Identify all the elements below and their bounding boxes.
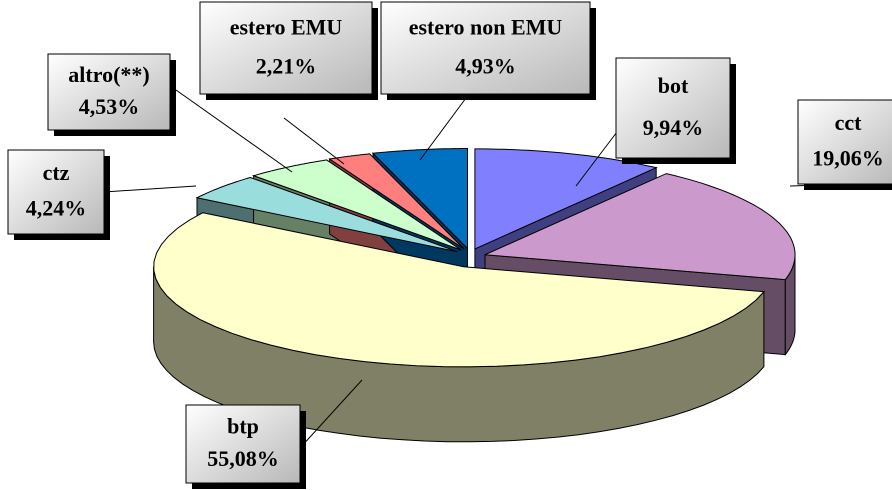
label-value: 4,24%	[26, 196, 87, 221]
label-box	[7, 149, 105, 235]
label-value: 55,08%	[207, 446, 279, 471]
label-name: cct	[835, 110, 863, 135]
label-name: estero EMU	[230, 15, 343, 40]
label-value: 9,94%	[643, 115, 704, 140]
label-name: estero non EMU	[409, 15, 563, 40]
label-value: 4,93%	[455, 53, 516, 78]
leader-line	[419, 97, 467, 161]
slice	[195, 176, 458, 253]
label-value: 19,06%	[812, 146, 884, 171]
slice	[153, 212, 765, 368]
label-name: btp	[227, 413, 259, 438]
label-name: bot	[658, 73, 689, 98]
slice	[484, 173, 796, 281]
label-box	[185, 404, 301, 484]
label-name: ctz	[43, 160, 70, 185]
label-box	[615, 57, 731, 159]
label-value: 2,21%	[256, 53, 317, 78]
label-box	[797, 99, 892, 185]
slice	[251, 159, 462, 251]
leader-line	[175, 89, 293, 173]
label-box	[47, 53, 171, 131]
leader-line	[299, 379, 363, 449]
leader-line	[103, 185, 197, 193]
label-value: 4,53%	[79, 94, 140, 119]
leader-line	[575, 127, 621, 187]
label-box	[199, 1, 373, 95]
slice	[371, 148, 468, 250]
leader-line	[283, 117, 345, 165]
label-name: altro(**)	[68, 62, 149, 87]
label-box	[380, 1, 591, 95]
